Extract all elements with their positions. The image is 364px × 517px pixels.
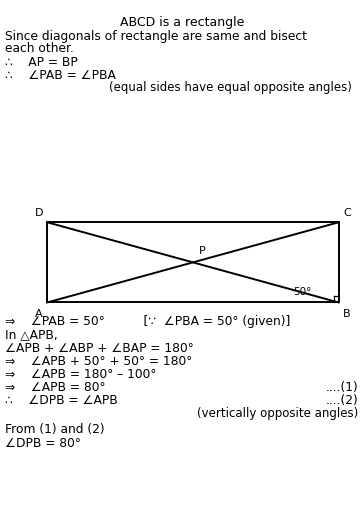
Text: 50°: 50° <box>293 287 311 297</box>
Text: ....(2): ....(2) <box>326 394 359 407</box>
Text: ∠APB + ∠ABP + ∠BAP = 180°: ∠APB + ∠ABP + ∠BAP = 180° <box>5 342 194 356</box>
Text: ABCD is a rectangle: ABCD is a rectangle <box>120 16 244 29</box>
Text: A: A <box>35 309 43 319</box>
Text: Since diagonals of rectangle are same and bisect: Since diagonals of rectangle are same an… <box>5 29 308 43</box>
Text: P: P <box>198 246 205 256</box>
Text: From (1) and (2): From (1) and (2) <box>5 422 105 436</box>
Text: ∴    ∠PAB = ∠PBA: ∴ ∠PAB = ∠PBA <box>5 69 116 82</box>
Text: ⇒    ∠PAB = 50°          [∵  ∠PBA = 50° (given)]: ⇒ ∠PAB = 50° [∵ ∠PBA = 50° (given)] <box>5 315 291 328</box>
Text: B: B <box>343 309 351 319</box>
Text: ∴    ∠DPB = ∠APB: ∴ ∠DPB = ∠APB <box>5 394 118 407</box>
Text: ⇒    ∠APB = 80°: ⇒ ∠APB = 80° <box>5 381 106 394</box>
Text: each other.: each other. <box>5 42 74 55</box>
Text: (equal sides have equal opposite angles): (equal sides have equal opposite angles) <box>109 81 352 95</box>
Text: In △APB,: In △APB, <box>5 328 58 342</box>
Text: D: D <box>35 208 43 218</box>
Text: ⇒    ∠APB + 50° + 50° = 180°: ⇒ ∠APB + 50° + 50° = 180° <box>5 355 193 369</box>
Text: ∴    AP = BP: ∴ AP = BP <box>5 55 78 69</box>
Text: ⇒    ∠APB = 180° – 100°: ⇒ ∠APB = 180° – 100° <box>5 368 157 382</box>
Text: ∠DPB = 80°: ∠DPB = 80° <box>5 436 81 450</box>
Text: (vertically opposite angles): (vertically opposite angles) <box>197 407 359 420</box>
Text: ....(1): ....(1) <box>326 381 359 394</box>
Text: C: C <box>343 208 351 218</box>
